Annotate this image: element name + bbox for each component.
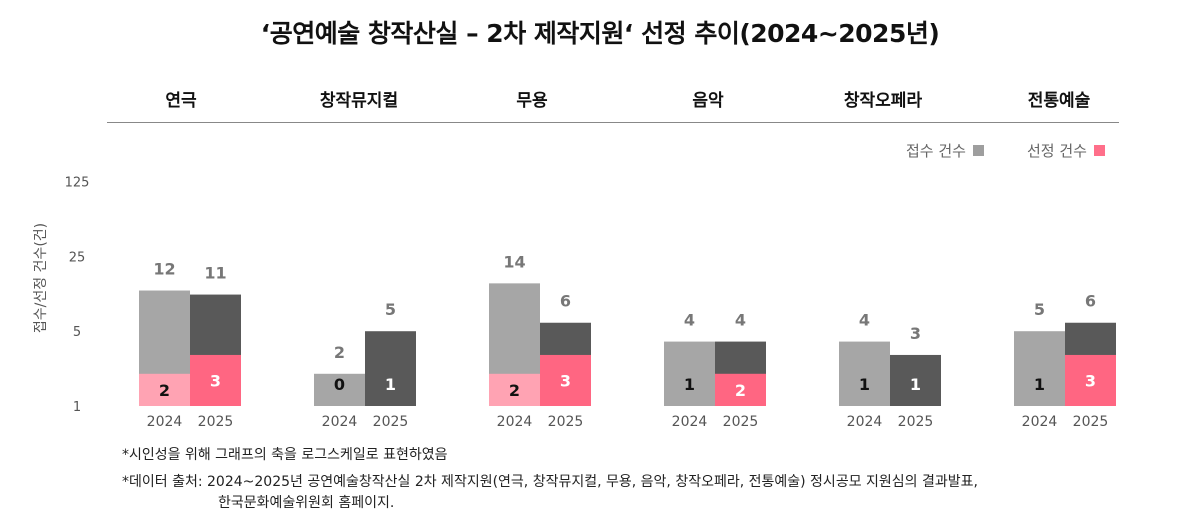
selected-label-3-2025: 2 (735, 381, 746, 400)
legend-selected: 선정 건수 (1027, 140, 1105, 161)
chart-title: ‘공연예술 창작산실 – 2차 제작지원‘ 선정 추이(2024~2025년) (260, 19, 940, 48)
received-label-3-2025: 4 (735, 311, 746, 330)
header-divider (107, 122, 1119, 123)
category-header-3: 음악 (692, 91, 724, 111)
received-label-0-2025: 11 (204, 264, 226, 283)
year-label-5-2025: 2025 (1073, 414, 1109, 430)
note-log-scale: *시인성을 위해 그래프의 축을 로그스케일로 표현하였음 (122, 447, 448, 463)
received-bar-4-2025 (890, 354, 941, 406)
selected-label-4-2024: 1 (859, 375, 870, 394)
category-header-4: 창작오페라 (843, 91, 923, 111)
received-label-4-2024: 4 (859, 311, 870, 330)
selected-label-5-2025: 3 (1085, 371, 1096, 390)
year-label-4-2025: 2025 (898, 414, 934, 430)
received-label-1-2024: 2 (334, 343, 345, 362)
legend-selected-swatch (1093, 145, 1105, 156)
y-tick-label-3: 125 (65, 176, 90, 191)
year-label-3-2025: 2025 (723, 414, 759, 430)
received-label-0-2024: 12 (153, 260, 175, 279)
selected-bar-3-2025 (715, 373, 766, 406)
year-label-2-2025: 2025 (548, 414, 584, 430)
received-label-2-2024: 14 (503, 252, 525, 271)
received-bar-4-2024 (839, 341, 890, 406)
category-header-5: 전통예술 (1027, 91, 1091, 111)
selected-label-2-2025: 3 (560, 371, 571, 390)
category-header-0: 연극 (165, 91, 197, 111)
legend-selected-label: 선정 건수 (1027, 142, 1087, 160)
year-label-0-2024: 2024 (147, 414, 183, 430)
y-tick-label-2: 25 (69, 250, 86, 265)
category-header-2: 무용 (516, 91, 548, 111)
year-label-5-2024: 2024 (1022, 414, 1058, 430)
selected-bar-0-2024 (139, 373, 190, 406)
selected-label-0-2025: 3 (210, 371, 221, 390)
year-label-1-2024: 2024 (322, 414, 358, 430)
received-label-5-2025: 6 (1085, 292, 1096, 311)
legend-received: 접수 건수 (906, 140, 984, 161)
received-bar-3-2024 (664, 341, 715, 406)
note-source: *데이터 출처: 2024~2025년 공연예술창작산실 2차 제작지원(연극,… (122, 474, 978, 490)
received-label-3-2024: 4 (684, 311, 695, 330)
legend-received-label: 접수 건수 (906, 142, 966, 160)
selected-bar-2-2025 (540, 354, 591, 406)
year-label-4-2024: 2024 (847, 414, 883, 430)
y-tick-label-0: 1 (73, 400, 81, 415)
selected-label-4-2025: 1 (910, 375, 921, 394)
note-source-cont: 한국문화예술위원회 홈페이지. (218, 495, 395, 511)
year-label-2-2024: 2024 (497, 414, 533, 430)
year-label-3-2024: 2024 (672, 414, 708, 430)
selected-label-5-2024: 1 (1034, 375, 1045, 394)
received-bar-5-2024 (1014, 331, 1065, 406)
selected-label-3-2024: 1 (684, 375, 695, 394)
selected-bar-0-2025 (190, 354, 241, 406)
selected-label-2-2024: 2 (509, 381, 520, 400)
received-label-4-2025: 3 (910, 324, 921, 343)
selected-bar-5-2025 (1065, 354, 1116, 406)
year-label-0-2025: 2025 (198, 414, 234, 430)
selected-label-1-2024: 0 (334, 375, 345, 394)
received-label-5-2024: 5 (1034, 300, 1045, 319)
selected-label-0-2024: 2 (159, 381, 170, 400)
selected-bar-2-2024 (489, 373, 540, 406)
legend-received-swatch (972, 145, 984, 156)
selected-label-1-2025: 1 (385, 375, 396, 394)
received-bar-1-2024 (314, 373, 365, 406)
received-bar-1-2025 (365, 331, 416, 406)
received-label-2-2025: 6 (560, 292, 571, 311)
y-tick-label-1: 5 (73, 325, 81, 340)
year-label-1-2025: 2025 (373, 414, 409, 430)
category-header-1: 창작뮤지컬 (319, 91, 399, 111)
received-label-1-2025: 5 (385, 300, 396, 319)
